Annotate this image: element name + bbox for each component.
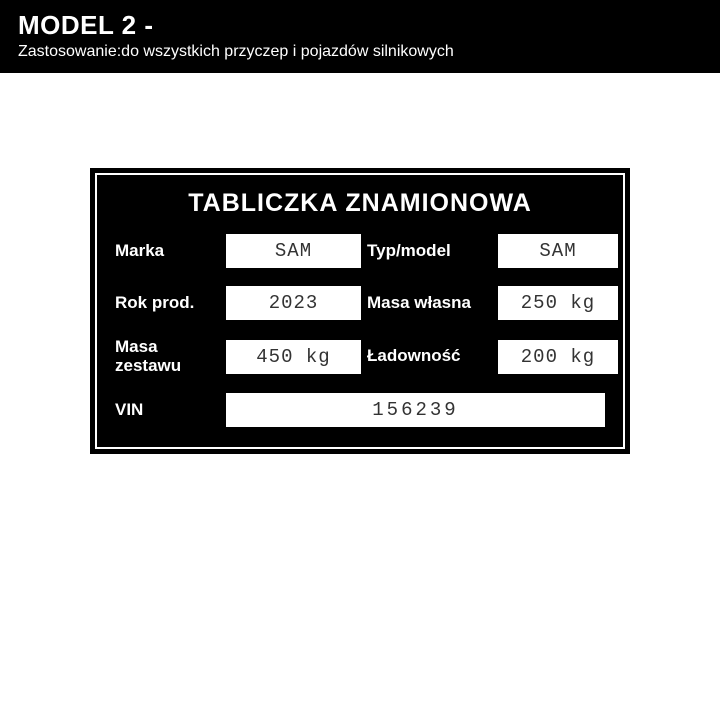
header-title: MODEL 2 - (18, 10, 702, 41)
label-marka: Marka (115, 242, 220, 261)
value-ladownosc: 200 kg (498, 340, 618, 374)
label-typ-model: Typ/model (367, 242, 492, 261)
nameplate: TABLICZKA ZNAMIONOWA Marka SAM Typ/model… (90, 168, 630, 454)
label-masa-zestawu: Masa zestawu (115, 338, 220, 375)
value-marka: SAM (226, 234, 361, 268)
label-rok-prod: Rok prod. (115, 294, 220, 313)
value-typ-model: SAM (498, 234, 618, 268)
value-masa-zestawu: 450 kg (226, 340, 361, 374)
vin-row: VIN 156239 (115, 393, 605, 427)
header-subtitle: Zastosowanie:do wszystkich przyczep i po… (18, 43, 702, 61)
nameplate-inner: TABLICZKA ZNAMIONOWA Marka SAM Typ/model… (95, 173, 625, 449)
nameplate-grid: Marka SAM Typ/model SAM Rok prod. 2023 M… (115, 234, 605, 375)
nameplate-title: TABLICZKA ZNAMIONOWA (115, 189, 605, 218)
value-rok-prod: 2023 (226, 286, 361, 320)
header-bar: MODEL 2 - Zastosowanie:do wszystkich prz… (0, 0, 720, 73)
label-vin: VIN (115, 401, 220, 420)
value-masa-wlasna: 250 kg (498, 286, 618, 320)
value-vin: 156239 (226, 393, 605, 427)
label-ladownosc: Ładowność (367, 347, 492, 366)
label-masa-wlasna: Masa własna (367, 294, 492, 313)
plate-container: TABLICZKA ZNAMIONOWA Marka SAM Typ/model… (0, 168, 720, 454)
